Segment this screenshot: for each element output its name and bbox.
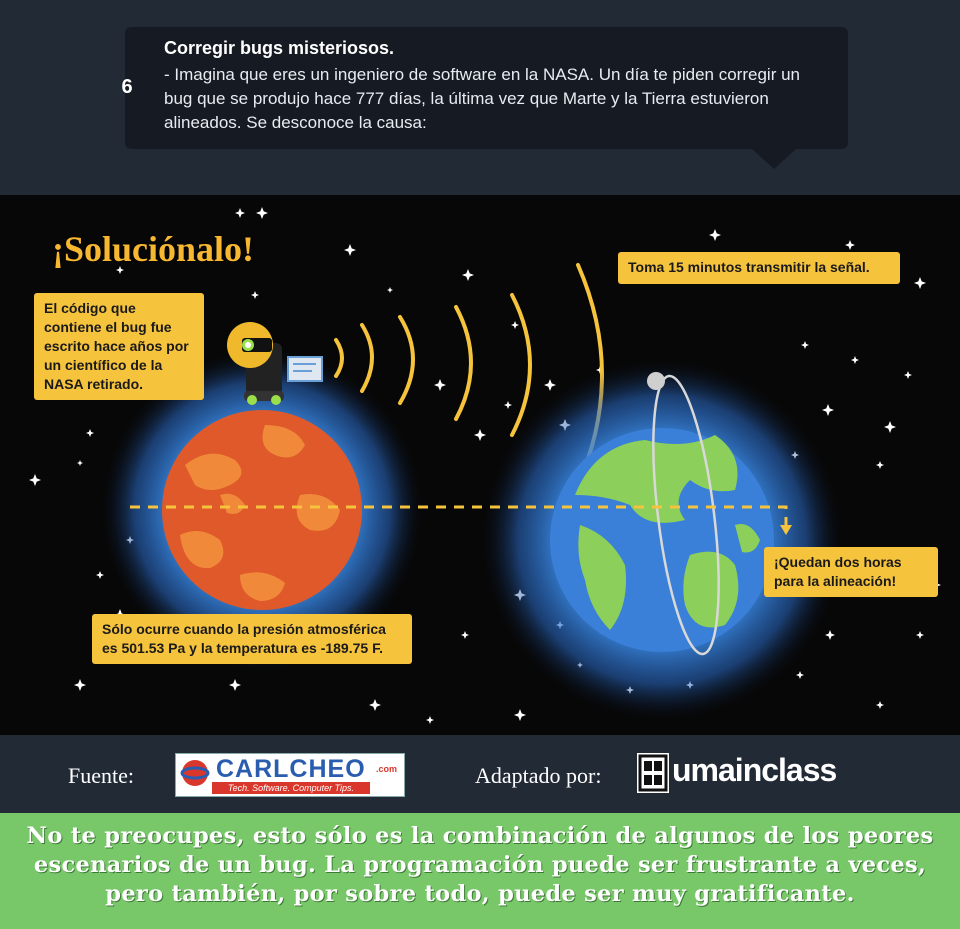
- star-icon: [96, 571, 104, 579]
- star-icon: [845, 240, 855, 250]
- star-icon: [74, 679, 86, 691]
- source-label: Fuente:: [68, 763, 134, 788]
- step-number: 6: [121, 76, 133, 98]
- humainclass-name: umainclass: [672, 752, 837, 788]
- humainclass-h-icon: [637, 753, 669, 793]
- star-icon: [229, 679, 241, 691]
- credits-bar: [0, 735, 960, 813]
- star-icon: [251, 291, 259, 299]
- star-icon: [709, 229, 721, 241]
- star-icon: [387, 287, 393, 293]
- star-icon: [29, 474, 41, 486]
- star-icon: [369, 699, 381, 711]
- star-icon: [426, 716, 434, 724]
- alignment-line: [130, 505, 788, 525]
- speech-bubble: [125, 27, 848, 149]
- star-icon: [256, 207, 268, 219]
- star-icon: [851, 356, 859, 364]
- star-icon: [876, 461, 884, 469]
- star-icon: [876, 701, 884, 709]
- note-condition: Sólo ocurre cuando la presión atmosféric…: [92, 614, 412, 664]
- moon-orbit: [652, 374, 720, 656]
- carlcheo-tagline: Tech. Software. Computer Tips.: [212, 782, 370, 794]
- note-code-author: El código que contiene el bug fue escrit…: [34, 293, 204, 400]
- star-icon: [511, 321, 519, 329]
- alignment-arrow-icon: [780, 525, 792, 535]
- space-illustration: [0, 195, 960, 735]
- star-icon: [86, 429, 94, 437]
- star-icon: [916, 631, 924, 639]
- astronaut-icon: [227, 322, 323, 405]
- closing-message: No te preocupes, esto sólo es la combina…: [26, 823, 934, 907]
- star-icon: [884, 421, 896, 433]
- note-alignment: ¡Quedan dos horas para la alineación!: [764, 547, 938, 597]
- star-icon: [344, 244, 356, 256]
- moon: [647, 372, 665, 390]
- carlcheo-name: CARLCHEO: [216, 755, 366, 783]
- carlcheo-suffix: .com: [376, 764, 398, 774]
- star-icon: [474, 429, 486, 441]
- headline: ¡Soluciónalo!: [52, 229, 255, 269]
- star-icon: [825, 630, 835, 640]
- note-signal-time: Toma 15 minutos transmitir la señal.: [618, 252, 900, 284]
- star-icon: [904, 371, 912, 379]
- carlcheo-logo: CARLCHEO .com Tech. Software. Computer T…: [175, 753, 405, 797]
- star-icon: [801, 341, 809, 349]
- star-icon: [461, 631, 469, 639]
- star-icon: [544, 379, 556, 391]
- closing-banner: [0, 813, 960, 929]
- step-title: Corregir bugs misteriosos.: [164, 38, 395, 58]
- globe-icon: [180, 760, 210, 786]
- adapted-label: Adaptado por:: [475, 763, 602, 788]
- star-icon: [235, 208, 245, 218]
- star-icon: [462, 269, 474, 281]
- speech-bubble-tail: [752, 149, 796, 169]
- star-icon: [822, 404, 834, 416]
- mars-planet: [162, 410, 362, 610]
- star-icon: [434, 379, 446, 391]
- star-icon: [914, 277, 926, 289]
- step-description: - Imagina que eres un ingeniero de softw…: [164, 65, 800, 132]
- star-icon: [504, 401, 512, 409]
- star-icon: [796, 671, 804, 679]
- space-scene: [29, 207, 941, 724]
- star-icon: [514, 709, 526, 721]
- star-icon: [116, 266, 124, 274]
- star-icon: [77, 460, 83, 466]
